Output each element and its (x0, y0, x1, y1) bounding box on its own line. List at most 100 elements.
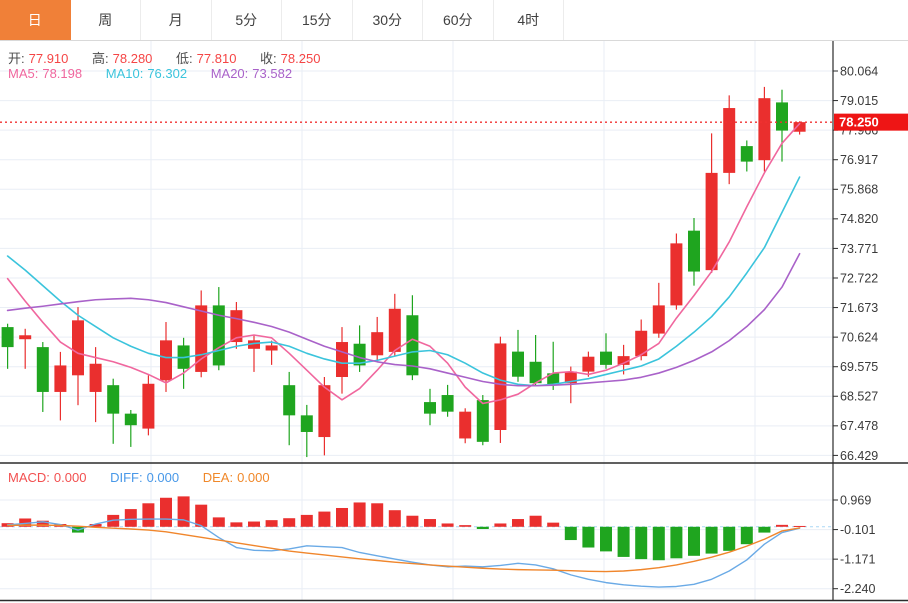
candle[interactable] (547, 373, 560, 385)
tab-60min[interactable]: 60分 (423, 0, 494, 40)
macd-bar[interactable] (459, 525, 472, 527)
candle[interactable] (89, 363, 102, 392)
tab-15min[interactable]: 15分 (282, 0, 353, 40)
candle[interactable] (617, 356, 630, 365)
macd-bar[interactable] (353, 502, 366, 527)
macd-bar[interactable] (529, 515, 542, 527)
candle[interactable] (652, 305, 665, 334)
macd-bar[interactable] (300, 514, 313, 527)
candle[interactable] (318, 385, 331, 438)
macd-bar[interactable] (195, 504, 208, 527)
candle[interactable] (336, 342, 348, 377)
candle[interactable] (107, 385, 120, 414)
macd-bar[interactable] (89, 524, 102, 527)
candle[interactable] (388, 308, 401, 352)
macd-bar[interactable] (19, 518, 32, 527)
candle[interactable] (670, 243, 683, 306)
macd-bar[interactable] (424, 519, 436, 527)
candle[interactable] (160, 340, 172, 381)
candle[interactable] (283, 385, 296, 416)
macd-bar[interactable] (230, 522, 243, 527)
candle[interactable] (635, 330, 648, 357)
tab-4hour[interactable]: 4时 (494, 0, 564, 40)
macd-bar[interactable] (36, 520, 49, 527)
macd-bar[interactable] (441, 523, 454, 527)
macd-bar[interactable] (705, 526, 718, 554)
candle[interactable] (19, 335, 32, 340)
macd-bar[interactable] (740, 526, 753, 545)
macd-bar[interactable] (776, 524, 788, 527)
tab-30min[interactable]: 30分 (353, 0, 423, 40)
candle[interactable] (371, 332, 384, 356)
open-label: 开: (8, 51, 25, 66)
candle[interactable] (723, 108, 736, 173)
macd-bar[interactable] (476, 526, 489, 529)
macd-bar[interactable] (388, 510, 401, 527)
macd-bar[interactable] (547, 522, 560, 527)
candle[interactable] (758, 98, 771, 161)
macd-bar[interactable] (318, 511, 331, 527)
candle[interactable] (124, 413, 137, 426)
macd-bar[interactable] (160, 497, 172, 527)
macd-bar[interactable] (177, 496, 190, 527)
macd-bar[interactable] (212, 517, 225, 527)
candle[interactable] (582, 356, 595, 372)
candle[interactable] (441, 395, 454, 412)
candle[interactable] (600, 351, 612, 365)
macd-bar[interactable] (406, 515, 419, 527)
macd-bar[interactable] (142, 503, 155, 527)
tab-day[interactable]: 日 (0, 0, 71, 40)
tab-5min[interactable]: 5分 (212, 0, 282, 40)
candle[interactable] (54, 365, 67, 392)
candle[interactable] (776, 102, 788, 131)
macd-bar[interactable] (283, 518, 296, 527)
macd-bar[interactable] (793, 525, 806, 527)
candle[interactable] (705, 172, 718, 271)
macd-bar[interactable] (336, 507, 348, 527)
macd-bar[interactable] (688, 526, 700, 556)
macd-bar[interactable] (758, 526, 771, 533)
candle[interactable] (494, 343, 507, 430)
candle[interactable] (564, 371, 577, 384)
macd-bar[interactable] (494, 523, 507, 527)
macd-bar[interactable] (248, 521, 260, 527)
candle[interactable] (424, 402, 436, 414)
candle[interactable] (740, 146, 753, 162)
macd-bar[interactable] (635, 526, 648, 560)
candle[interactable] (1, 327, 14, 348)
macd-bar[interactable] (617, 526, 630, 557)
candle[interactable] (406, 315, 419, 376)
ma5-label: MA5: (8, 66, 39, 81)
candle[interactable] (476, 400, 489, 442)
macd-bar[interactable] (723, 526, 736, 551)
candle[interactable] (353, 343, 366, 366)
macd-bar[interactable] (371, 503, 384, 527)
macd-bar[interactable] (512, 519, 524, 527)
close-value: 78.250 (280, 51, 321, 66)
candle[interactable] (459, 411, 472, 439)
tab-month[interactable]: 月 (141, 0, 212, 40)
candle[interactable] (72, 320, 84, 376)
macd-bar[interactable] (124, 509, 137, 527)
macd-bar[interactable] (265, 520, 278, 527)
tab-week[interactable]: 周 (71, 0, 141, 40)
candle[interactable] (248, 340, 260, 349)
candle[interactable] (793, 122, 806, 132)
candle[interactable] (512, 351, 524, 377)
candle[interactable] (688, 230, 700, 272)
macd-bar[interactable] (582, 526, 595, 548)
candle[interactable] (36, 347, 49, 392)
candle[interactable] (300, 415, 313, 432)
candle[interactable] (529, 361, 542, 384)
macd-bar[interactable] (600, 526, 612, 552)
macd-label: MACD: (8, 470, 50, 485)
high-value: 78.280 (112, 51, 153, 66)
axis-tick-label: 68.527 (840, 390, 878, 404)
candle[interactable] (265, 345, 278, 351)
macd-bar[interactable] (670, 526, 683, 559)
macd-bar[interactable] (652, 526, 665, 561)
candle[interactable] (142, 383, 155, 429)
macd-bar[interactable] (564, 526, 577, 541)
